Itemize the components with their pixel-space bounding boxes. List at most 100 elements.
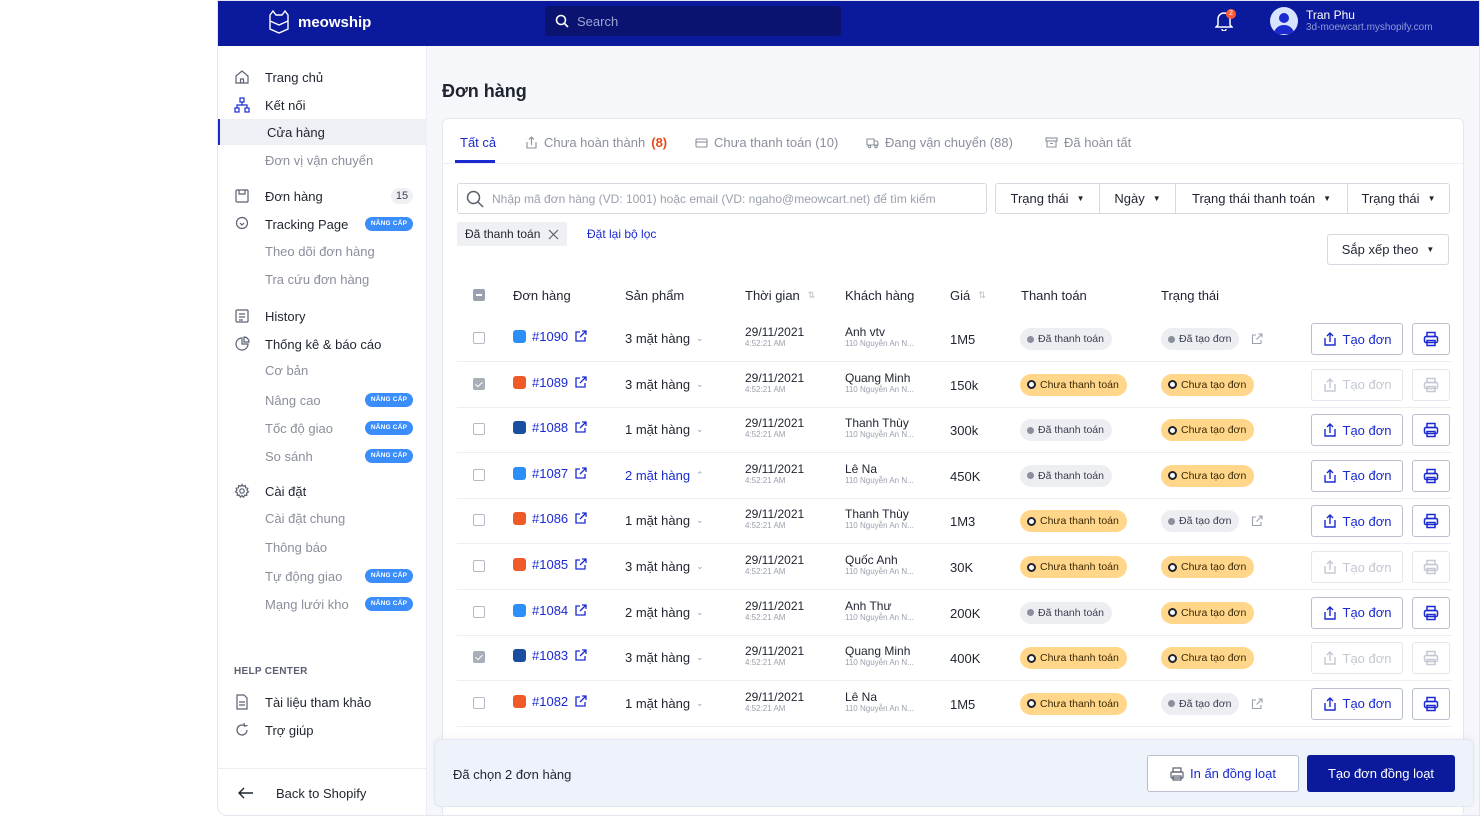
column-time[interactable]: Thời gian ⇅ bbox=[745, 288, 815, 303]
create-shipment-button[interactable]: Tạo đơn bbox=[1311, 459, 1403, 492]
sidebar-item-auto-delivery[interactable]: Tự động giao NÂNG CẤP bbox=[218, 563, 427, 589]
sidebar-item-history[interactable]: History bbox=[218, 303, 427, 329]
order-link[interactable]: #1086 bbox=[513, 511, 587, 526]
filter-date-dropdown[interactable]: Ngày ▼ bbox=[1099, 183, 1176, 214]
row-checkbox[interactable] bbox=[473, 514, 485, 527]
products-toggle[interactable]: 3 mặt hàng ⌄ bbox=[625, 650, 704, 665]
reset-filters-link[interactable]: Đặt lại bộ lọc bbox=[587, 227, 657, 241]
print-button[interactable] bbox=[1412, 368, 1450, 401]
row-checkbox[interactable] bbox=[473, 423, 485, 436]
sidebar-item-general-settings[interactable]: Cài đặt chung bbox=[218, 505, 427, 531]
order-link[interactable]: #1084 bbox=[513, 603, 587, 618]
bulk-create-button[interactable]: Tạo đơn đồng loạt bbox=[1307, 755, 1455, 792]
create-shipment-button[interactable]: Tạo đơn bbox=[1311, 505, 1403, 538]
row-checkbox[interactable] bbox=[473, 377, 485, 390]
external-link-icon[interactable] bbox=[574, 558, 587, 571]
select-all-checkbox[interactable] bbox=[473, 289, 485, 301]
external-link-icon[interactable] bbox=[1251, 698, 1263, 710]
sidebar-item-carriers[interactable]: Đơn vị vận chuyển bbox=[218, 147, 427, 173]
products-toggle[interactable]: 2 mặt hàng ⌄ bbox=[625, 605, 704, 620]
order-link[interactable]: #1089 bbox=[513, 375, 587, 390]
external-link-icon[interactable] bbox=[574, 695, 587, 708]
order-link[interactable]: #1087 bbox=[513, 466, 587, 481]
external-link-icon[interactable] bbox=[574, 603, 587, 617]
sidebar-item-stores[interactable]: Cửa hàng bbox=[218, 119, 427, 145]
order-search-input[interactable]: Nhập mã đơn hàng (VD: 1001) hoặc email (… bbox=[457, 183, 987, 214]
sidebar-item-connect[interactable]: Kết nối bbox=[218, 92, 427, 118]
row-checkbox[interactable] bbox=[473, 468, 485, 481]
brand-logo[interactable]: meowship bbox=[266, 9, 371, 35]
sidebar-item-settings[interactable]: Cài đặt bbox=[218, 478, 427, 504]
create-shipment-button[interactable]: Tạo đơn bbox=[1311, 596, 1403, 629]
sidebar-item-advanced[interactable]: Nâng cao NÂNG CẤP bbox=[218, 387, 427, 413]
sidebar-item-track-orders[interactable]: Theo dõi đơn hàng bbox=[218, 238, 427, 264]
sidebar-item-notifications[interactable]: Thông báo bbox=[218, 534, 427, 560]
external-link-icon[interactable] bbox=[574, 421, 587, 434]
external-link-icon[interactable] bbox=[574, 375, 587, 389]
sidebar-item-warehouse-network[interactable]: Mạng lưới kho NÂNG CẤP bbox=[218, 591, 427, 617]
column-price[interactable]: Giá ⇅ bbox=[950, 288, 986, 303]
sidebar-item-lookup-orders[interactable]: Tra cứu đơn hàng bbox=[218, 266, 427, 292]
products-toggle[interactable]: 1 mặt hàng ⌄ bbox=[625, 422, 704, 437]
print-button[interactable] bbox=[1412, 687, 1450, 720]
create-shipment-button[interactable]: Tạo đơn bbox=[1311, 642, 1403, 675]
external-link-icon[interactable] bbox=[574, 467, 587, 480]
row-checkbox[interactable] bbox=[473, 332, 485, 344]
products-toggle[interactable]: 1 mặt hàng ⌄ bbox=[625, 513, 704, 528]
row-checkbox[interactable] bbox=[473, 560, 485, 572]
order-link[interactable]: #1088 bbox=[513, 420, 587, 435]
close-icon[interactable] bbox=[548, 229, 559, 240]
row-checkbox[interactable] bbox=[473, 651, 485, 664]
products-toggle[interactable]: 2 mặt hàng ⌃ bbox=[625, 468, 704, 483]
sort-dropdown[interactable]: Sắp xếp theo ▼ bbox=[1327, 234, 1449, 265]
user-menu[interactable]: Tran Phu 3d-moewcart.myshopify.com bbox=[1270, 7, 1433, 35]
sidebar-item-help[interactable]: Trợ giúp bbox=[218, 717, 427, 743]
products-toggle[interactable]: 3 mặt hàng ⌄ bbox=[625, 559, 704, 574]
filter-status-2-dropdown[interactable]: Trạng thái ▼ bbox=[1347, 183, 1450, 214]
order-link[interactable]: #1083 bbox=[513, 648, 587, 663]
create-shipment-button[interactable]: Tạo đơn bbox=[1311, 368, 1403, 401]
sidebar-item-tracking-page[interactable]: Tracking Page NÂNG CẤP bbox=[218, 211, 427, 237]
sidebar-item-basic[interactable]: Cơ bản bbox=[218, 357, 427, 383]
create-shipment-button[interactable]: Tạo đơn bbox=[1311, 551, 1403, 583]
print-button[interactable] bbox=[1412, 551, 1450, 583]
tab-shipping[interactable]: Đang vận chuyển (88) bbox=[866, 135, 1013, 150]
print-button[interactable] bbox=[1412, 596, 1450, 629]
print-button[interactable] bbox=[1412, 505, 1450, 538]
products-toggle[interactable]: 3 mặt hàng ⌄ bbox=[625, 377, 704, 392]
print-button[interactable] bbox=[1412, 414, 1450, 447]
tab-all[interactable]: Tất cả bbox=[460, 135, 496, 150]
order-link[interactable]: #1090 bbox=[513, 329, 587, 344]
external-link-icon[interactable] bbox=[574, 330, 587, 343]
external-link-icon[interactable] bbox=[574, 649, 587, 662]
filter-status-dropdown[interactable]: Trạng thái ▼ bbox=[995, 183, 1100, 214]
tab-unpaid[interactable]: Chưa thanh toán (10) bbox=[695, 135, 838, 150]
create-shipment-button[interactable]: Tạo đơn bbox=[1311, 323, 1403, 355]
external-link-icon[interactable] bbox=[1251, 333, 1263, 345]
create-shipment-button[interactable]: Tạo đơn bbox=[1311, 414, 1403, 447]
print-button[interactable] bbox=[1412, 459, 1450, 492]
global-search-input[interactable]: Search bbox=[545, 6, 841, 36]
tab-incomplete[interactable]: Chưa hoàn thành (8) bbox=[525, 135, 667, 150]
back-to-shopify-link[interactable]: Back to Shopify bbox=[218, 768, 427, 815]
create-shipment-button[interactable]: Tạo đơn bbox=[1311, 687, 1403, 720]
tab-completed[interactable]: Đã hoàn tất bbox=[1045, 135, 1131, 150]
sidebar-item-delivery-speed[interactable]: Tốc độ giao NÂNG CẤP bbox=[218, 415, 427, 441]
sidebar-item-compare[interactable]: So sánh NÂNG CẤP bbox=[218, 443, 427, 469]
filter-payment-status-dropdown[interactable]: Trạng thái thanh toán ▼ bbox=[1175, 183, 1348, 214]
sidebar-item-reports[interactable]: Thống kê & báo cáo bbox=[218, 331, 427, 357]
sidebar-item-orders[interactable]: Đơn hàng 15 bbox=[218, 183, 427, 209]
notification-button[interactable]: 2 bbox=[1214, 9, 1237, 33]
products-toggle[interactable]: 3 mặt hàng ⌄ bbox=[625, 331, 704, 346]
external-link-icon[interactable] bbox=[574, 512, 587, 525]
products-toggle[interactable]: 1 mặt hàng ⌄ bbox=[625, 696, 704, 711]
row-checkbox[interactable] bbox=[473, 696, 485, 709]
sidebar-item-home[interactable]: Trang chủ bbox=[218, 64, 427, 90]
row-checkbox[interactable] bbox=[473, 605, 485, 618]
external-link-icon[interactable] bbox=[1251, 515, 1263, 527]
order-link[interactable]: #1082 bbox=[513, 694, 587, 709]
print-button[interactable] bbox=[1412, 642, 1450, 675]
print-button[interactable] bbox=[1412, 323, 1450, 355]
bulk-print-button[interactable]: In ấn đồng loạt bbox=[1147, 755, 1299, 792]
order-link[interactable]: #1085 bbox=[513, 557, 587, 572]
